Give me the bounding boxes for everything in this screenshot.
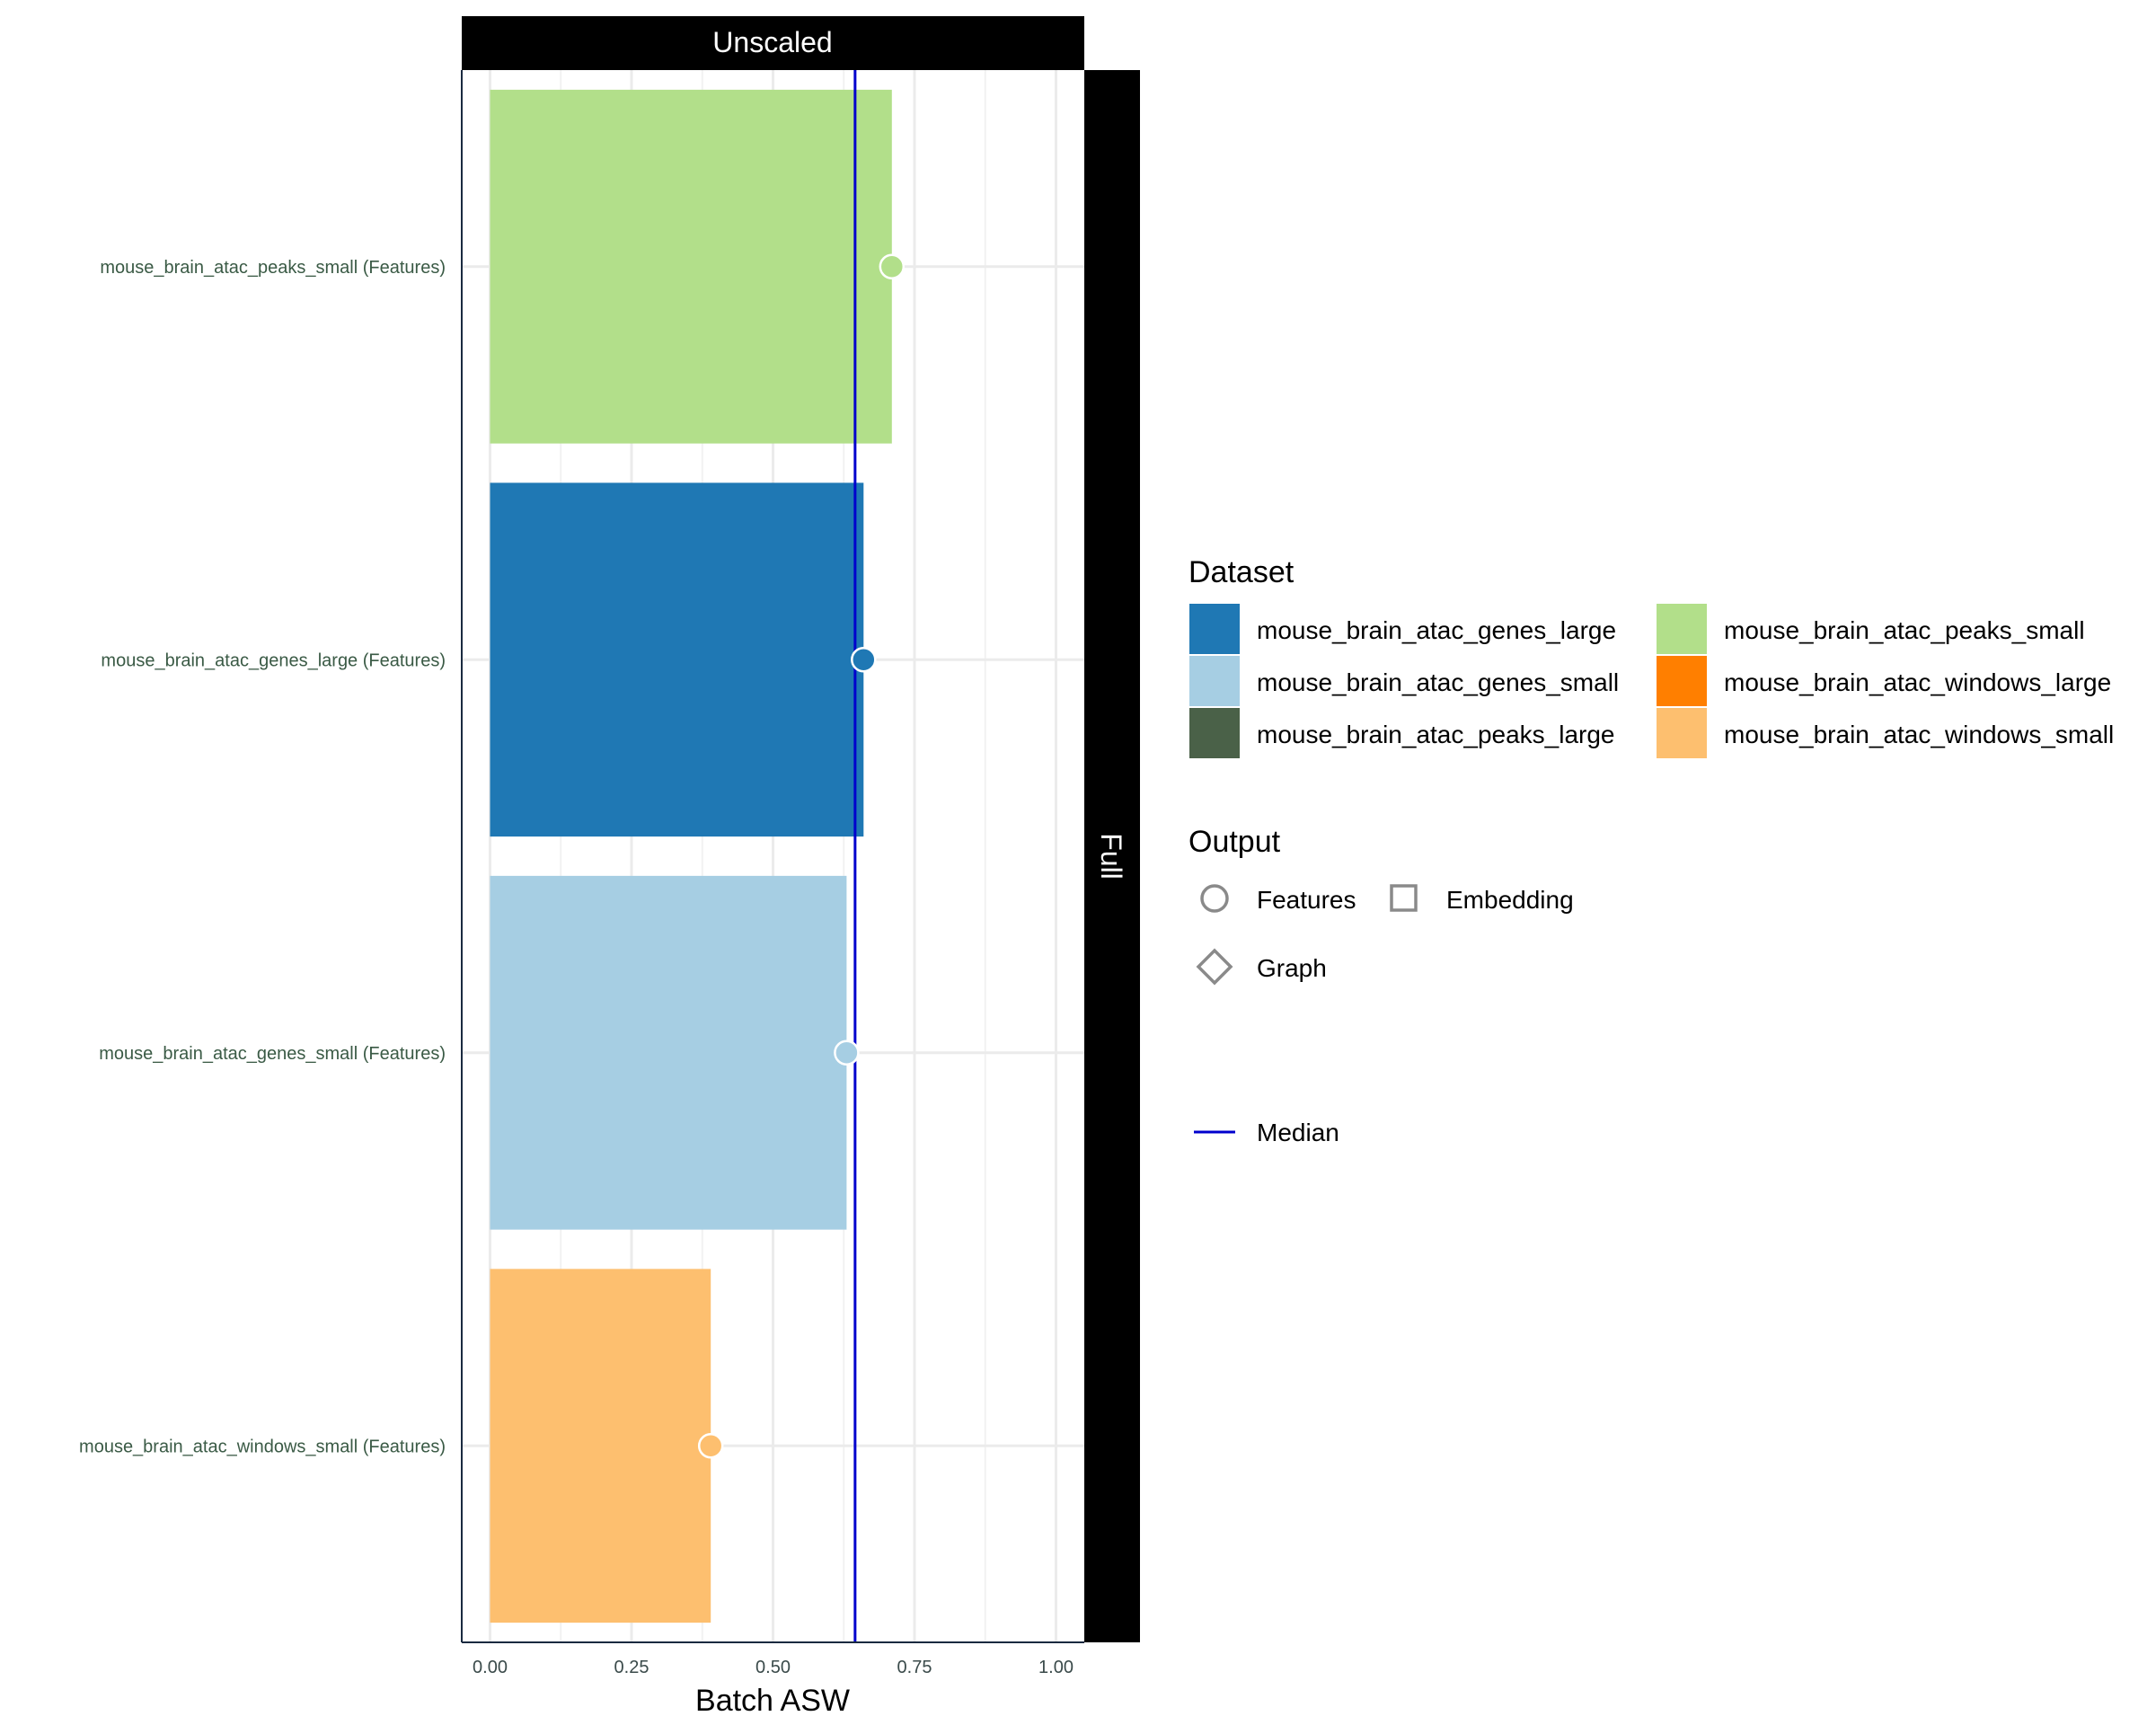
- data-point: [851, 647, 877, 673]
- legend-dataset-label: mouse_brain_atac_peaks_large: [1257, 721, 1615, 748]
- x-tick-label: 0.25: [614, 1658, 649, 1677]
- facet-strip-top-label: Unscaled: [712, 26, 832, 58]
- y-tick-labels: mouse_brain_atac_peaks_small (Features) m…: [79, 258, 446, 1457]
- x-tick-label: 0.00: [473, 1658, 508, 1677]
- x-tick-label: 1.00: [1038, 1658, 1074, 1677]
- points: [697, 253, 906, 1459]
- y-tick-label: mouse_brain_atac_genes_small (Features): [99, 1044, 446, 1064]
- legend-swatch: [1189, 656, 1240, 706]
- bar: [490, 1269, 711, 1623]
- legend-output-graph: Graph: [1257, 954, 1327, 982]
- legend-median-label: Median: [1257, 1119, 1339, 1146]
- x-tick-labels: 0.00 0.25 0.50 0.75 1.00: [473, 1658, 1074, 1677]
- bar: [490, 875, 847, 1230]
- legend-dataset-label: mouse_brain_atac_peaks_small: [1724, 616, 2085, 644]
- legend-output-features: Features: [1257, 886, 1356, 914]
- legend-output-embedding: Embedding: [1446, 886, 1574, 914]
- x-axis-title: Batch ASW: [695, 1684, 850, 1718]
- y-tick-label: mouse_brain_atac_windows_small (Features…: [79, 1437, 446, 1456]
- graph-diamond-icon: [1196, 948, 1233, 986]
- bars: [490, 89, 892, 1623]
- legend: Dataset mouse_brain_atac_genes_largemous…: [1188, 555, 2114, 1146]
- y-tick-label: mouse_brain_atac_genes_large (Features): [101, 650, 446, 670]
- legend-dataset-label: mouse_brain_atac_genes_small: [1257, 668, 1619, 696]
- x-tick-label: 0.75: [897, 1658, 932, 1677]
- legend-swatch: [1657, 708, 1707, 758]
- data-point: [697, 1433, 724, 1459]
- data-point: [879, 253, 906, 279]
- legend-output-title: Output: [1188, 825, 1281, 859]
- facet-strip-top: [462, 16, 1084, 70]
- bar: [490, 89, 892, 444]
- facet-strip-right: [1084, 70, 1140, 1642]
- embedding-square-icon: [1390, 884, 1418, 912]
- legend-dataset-title: Dataset: [1188, 555, 1294, 589]
- legend-swatch: [1657, 604, 1707, 654]
- legend-dataset-label: mouse_brain_atac_windows_large: [1724, 668, 2111, 696]
- features-circle-icon: [1200, 884, 1229, 913]
- legend-dataset-entries: mouse_brain_atac_genes_large mouse_brain_…: [1189, 604, 2114, 758]
- facet-strip-right-label: Full: [1095, 833, 1127, 880]
- legend-swatch: [1189, 604, 1240, 654]
- legend-dataset-label: mouse_brain_atac_genes_large: [1257, 616, 1616, 644]
- legend-swatch: [1189, 708, 1240, 758]
- legend-swatch: [1657, 656, 1707, 706]
- x-tick-label: 0.50: [755, 1658, 791, 1677]
- bar: [490, 482, 864, 837]
- data-point: [834, 1039, 860, 1066]
- y-tick-label: mouse_brain_atac_peaks_small (Features): [100, 258, 446, 278]
- legend-dataset-label: mouse_brain_atac_windows_small: [1724, 721, 2114, 748]
